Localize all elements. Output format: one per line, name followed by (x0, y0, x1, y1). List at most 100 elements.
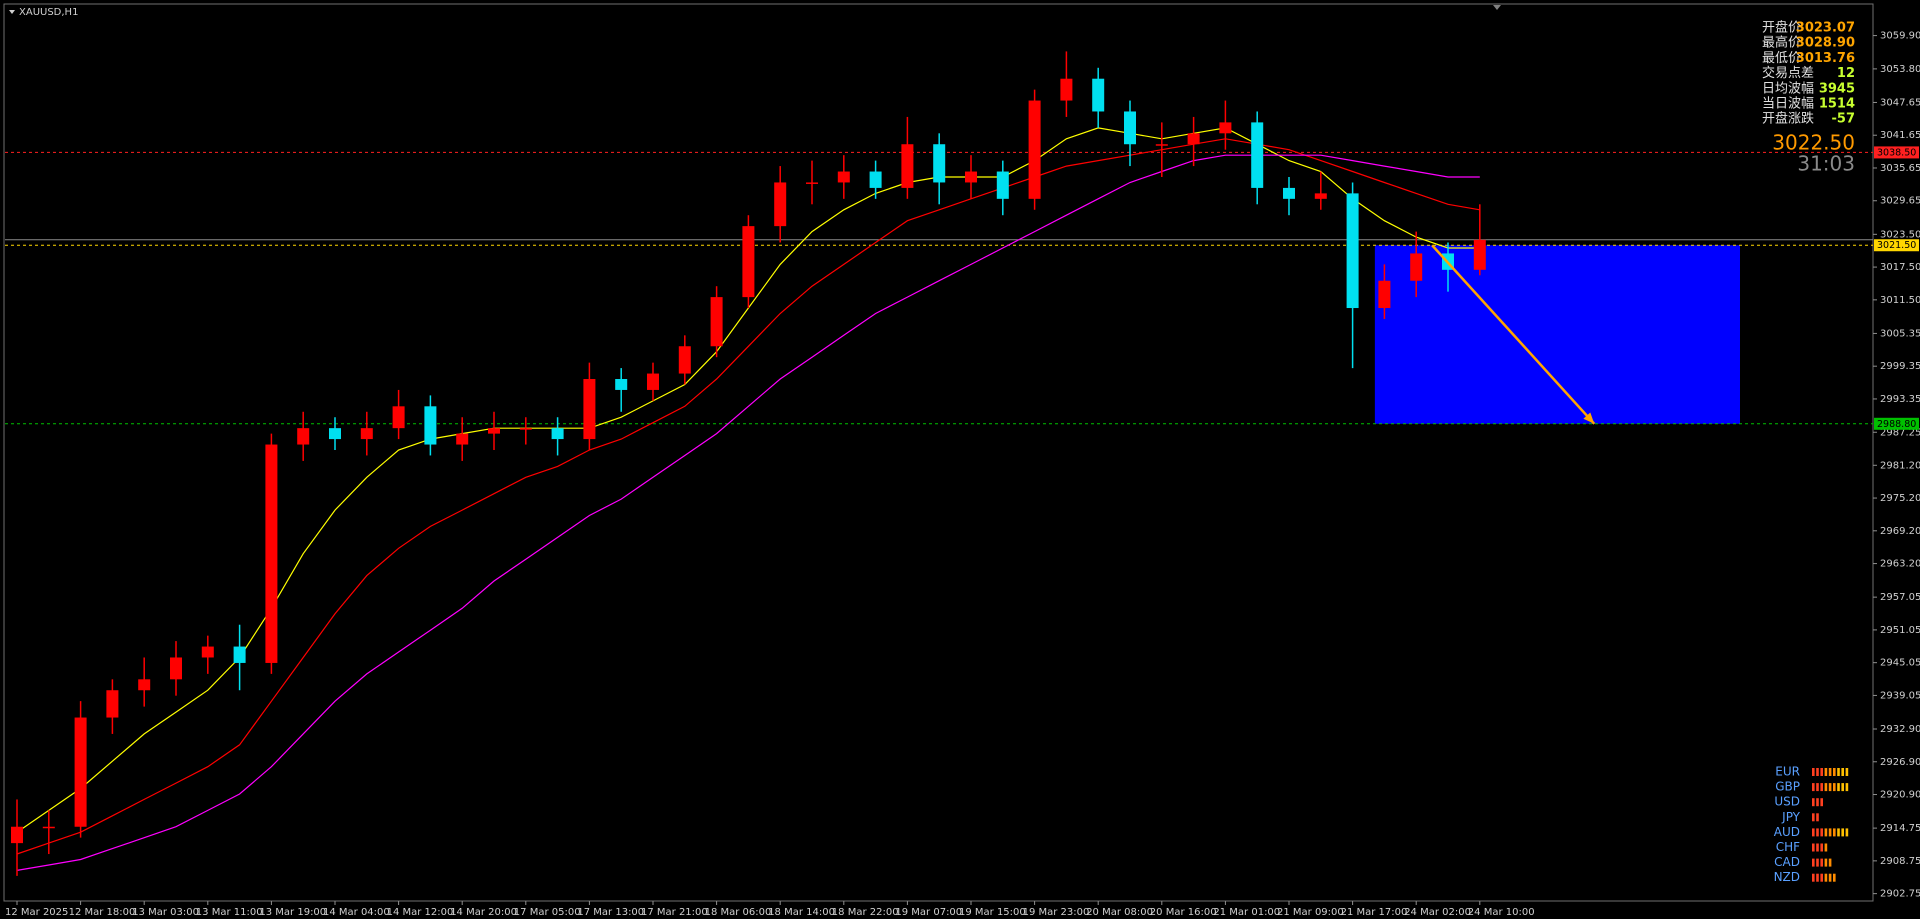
candle-body (710, 297, 723, 347)
x-tick-label: 19 Mar 15:00 (959, 907, 1026, 918)
candle-body (329, 428, 341, 440)
x-tick-label: 19 Mar 07:00 (895, 907, 962, 918)
strength-bars (1812, 768, 1849, 776)
moving-average (16, 154, 1480, 871)
x-tick-label: 13 Mar 19:00 (259, 907, 326, 918)
strength-bar (1816, 798, 1819, 807)
candle-body (647, 373, 659, 390)
info-label: 开盘价 (1762, 20, 1801, 36)
info-value: 3023.07 (1796, 21, 1855, 36)
symbol-menu-icon[interactable] (9, 10, 15, 14)
x-tick-label: 13 Mar 03:00 (132, 907, 199, 918)
y-tick-label: 2920.90 (1880, 790, 1920, 801)
y-tick-label: 3017.50 (1880, 262, 1920, 273)
candle-body (678, 346, 691, 374)
y-tick-label: 2993.35 (1880, 394, 1920, 405)
candle-body (774, 182, 787, 227)
x-tick-label: 21 Mar 17:00 (1341, 907, 1408, 918)
y-tick-label: 2975.20 (1880, 493, 1920, 504)
strength-bar (1828, 828, 1832, 837)
strength-bar (1828, 783, 1832, 792)
strength-bar (1828, 858, 1832, 867)
strength-bars (1812, 798, 1823, 807)
y-tick-label: 2945.05 (1880, 658, 1920, 669)
shift-marker[interactable] (1493, 5, 1501, 10)
currency-name: GBP (1775, 780, 1800, 794)
y-tick-label: 3053.80 (1880, 64, 1920, 75)
candle-body (170, 657, 182, 680)
candle-body (456, 433, 469, 445)
y-tick-label: 2939.05 (1880, 690, 1920, 701)
info-label: 交易点差 (1762, 65, 1814, 81)
x-tick-label: 24 Mar 02:00 (1404, 907, 1471, 918)
strength-bar (1816, 843, 1819, 852)
candle-body (488, 428, 500, 434)
y-tick-label: 3047.65 (1880, 97, 1920, 108)
candle-body (106, 690, 119, 718)
strength-bar (1812, 858, 1815, 867)
y-tick-label: 2926.90 (1880, 757, 1920, 768)
strength-bar (1845, 783, 1849, 792)
strength-bar (1816, 828, 1819, 837)
y-tick-label: 3011.50 (1880, 295, 1920, 306)
strength-bar (1812, 873, 1815, 882)
level-label-box (1874, 239, 1919, 252)
x-tick-label: 12 Mar 18:00 (69, 907, 136, 918)
moving-average (16, 138, 1480, 855)
strength-bar (1824, 873, 1828, 882)
current-price: 3022.50 (1772, 131, 1855, 155)
level-label: 3021.50 (1877, 240, 1916, 251)
y-tick-label: 2957.05 (1880, 592, 1920, 603)
arrow-head (1583, 412, 1595, 424)
x-tick-label: 20 Mar 08:00 (1086, 907, 1153, 918)
strength-bar (1841, 783, 1844, 792)
y-tick-label: 3023.50 (1880, 229, 1920, 240)
candle-body (297, 428, 310, 445)
strength-bar (1820, 798, 1823, 807)
currency-name: JPY (1781, 810, 1801, 824)
strength-bar (1833, 783, 1836, 792)
currency-name: USD (1774, 795, 1800, 809)
strength-bar (1828, 873, 1832, 882)
x-tick-label: 14 Mar 12:00 (387, 907, 454, 918)
strength-bar (1841, 828, 1844, 837)
y-tick-label: 3035.65 (1880, 163, 1920, 174)
strength-bar (1816, 783, 1819, 792)
x-tick-label: 17 Mar 21:00 (641, 907, 708, 918)
info-value: 3945 (1819, 81, 1855, 96)
candle-body (615, 379, 628, 390)
strength-bar (1845, 828, 1849, 837)
candle-body (1314, 193, 1327, 199)
currency-name: EUR (1775, 765, 1800, 779)
strength-bars (1812, 813, 1819, 822)
y-tick-label: 3059.90 (1880, 31, 1920, 42)
strength-bar (1812, 783, 1815, 792)
y-tick-label: 2951.05 (1880, 625, 1920, 636)
candle-body (1060, 78, 1073, 101)
strength-bar (1837, 783, 1840, 792)
y-tick-label: 2908.75 (1880, 856, 1920, 867)
x-tick-label: 13 Mar 11:00 (196, 907, 263, 918)
info-label: 当日波幅 (1762, 97, 1814, 112)
strength-bar (1820, 843, 1823, 852)
strength-bar (1824, 783, 1828, 792)
strength-bar (1828, 768, 1832, 776)
info-value: 1514 (1819, 97, 1855, 112)
currency-name: CAD (1774, 855, 1800, 869)
y-tick-label: 2999.35 (1880, 361, 1920, 372)
candle-body (1028, 100, 1041, 199)
info-label: 最高价 (1762, 35, 1801, 51)
candle-body (138, 679, 151, 691)
strength-bars (1812, 858, 1832, 867)
candle-body (1283, 187, 1295, 199)
x-tick-label: 21 Mar 09:00 (1277, 907, 1344, 918)
candle-body (201, 646, 214, 658)
level-label-box (1874, 146, 1919, 159)
strength-bar (1833, 828, 1836, 837)
x-tick-label: 14 Mar 04:00 (323, 907, 390, 918)
candle-body (1251, 122, 1264, 188)
candle-body (265, 444, 278, 663)
candle-body (360, 428, 373, 440)
